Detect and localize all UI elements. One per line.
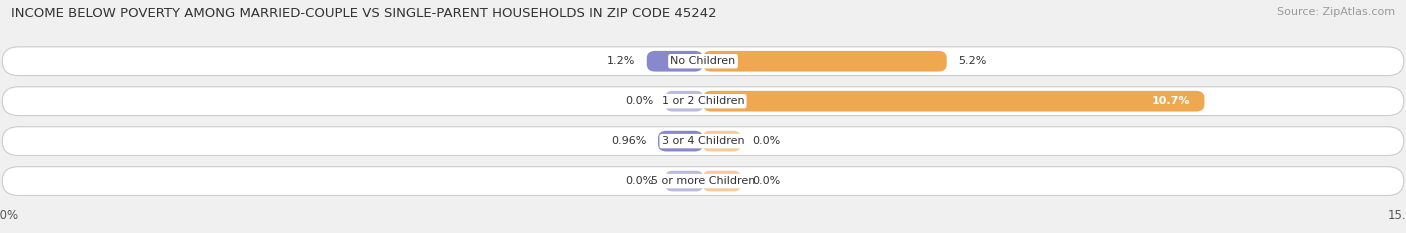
FancyBboxPatch shape [647,51,703,72]
Text: No Children: No Children [671,56,735,66]
FancyBboxPatch shape [703,131,741,151]
FancyBboxPatch shape [665,91,703,112]
Text: INCOME BELOW POVERTY AMONG MARRIED-COUPLE VS SINGLE-PARENT HOUSEHOLDS IN ZIP COD: INCOME BELOW POVERTY AMONG MARRIED-COUPL… [11,7,717,20]
Text: 5 or more Children: 5 or more Children [651,176,755,186]
Text: 1 or 2 Children: 1 or 2 Children [662,96,744,106]
Text: 0.0%: 0.0% [752,176,780,186]
FancyBboxPatch shape [3,167,1403,195]
FancyBboxPatch shape [3,87,1403,116]
FancyBboxPatch shape [3,127,1403,155]
Text: 0.0%: 0.0% [626,176,654,186]
Text: 1.2%: 1.2% [606,56,636,66]
FancyBboxPatch shape [3,47,1403,76]
FancyBboxPatch shape [703,91,1205,112]
Text: 0.0%: 0.0% [752,136,780,146]
Text: 5.2%: 5.2% [959,56,987,66]
FancyBboxPatch shape [703,171,741,192]
FancyBboxPatch shape [665,171,703,192]
Text: 0.96%: 0.96% [612,136,647,146]
FancyBboxPatch shape [703,51,946,72]
Text: 10.7%: 10.7% [1152,96,1191,106]
Text: 3 or 4 Children: 3 or 4 Children [662,136,744,146]
Text: 0.0%: 0.0% [626,96,654,106]
Text: Source: ZipAtlas.com: Source: ZipAtlas.com [1277,7,1395,17]
FancyBboxPatch shape [658,131,703,151]
